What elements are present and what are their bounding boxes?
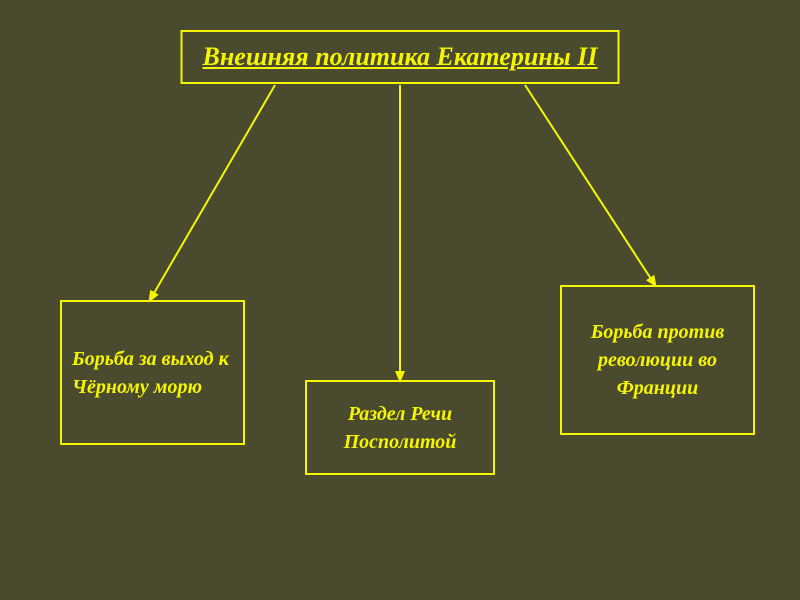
child-box-center: Раздел Речи Посполитой [305, 380, 495, 475]
diagram-title: Внешняя политика Екатерины II [203, 42, 598, 72]
child-text-left: Борьба за выход к Чёрному морю [72, 345, 233, 401]
child-text-right: Борьба против революции во Франции [572, 318, 743, 402]
title-box: Внешняя политика Екатерины II [181, 30, 620, 84]
arrow-left [150, 85, 275, 300]
arrow-right [525, 85, 655, 285]
child-box-left: Борьба за выход к Чёрному морю [60, 300, 245, 445]
child-text-center: Раздел Речи Посполитой [317, 400, 483, 456]
child-box-right: Борьба против революции во Франции [560, 285, 755, 435]
